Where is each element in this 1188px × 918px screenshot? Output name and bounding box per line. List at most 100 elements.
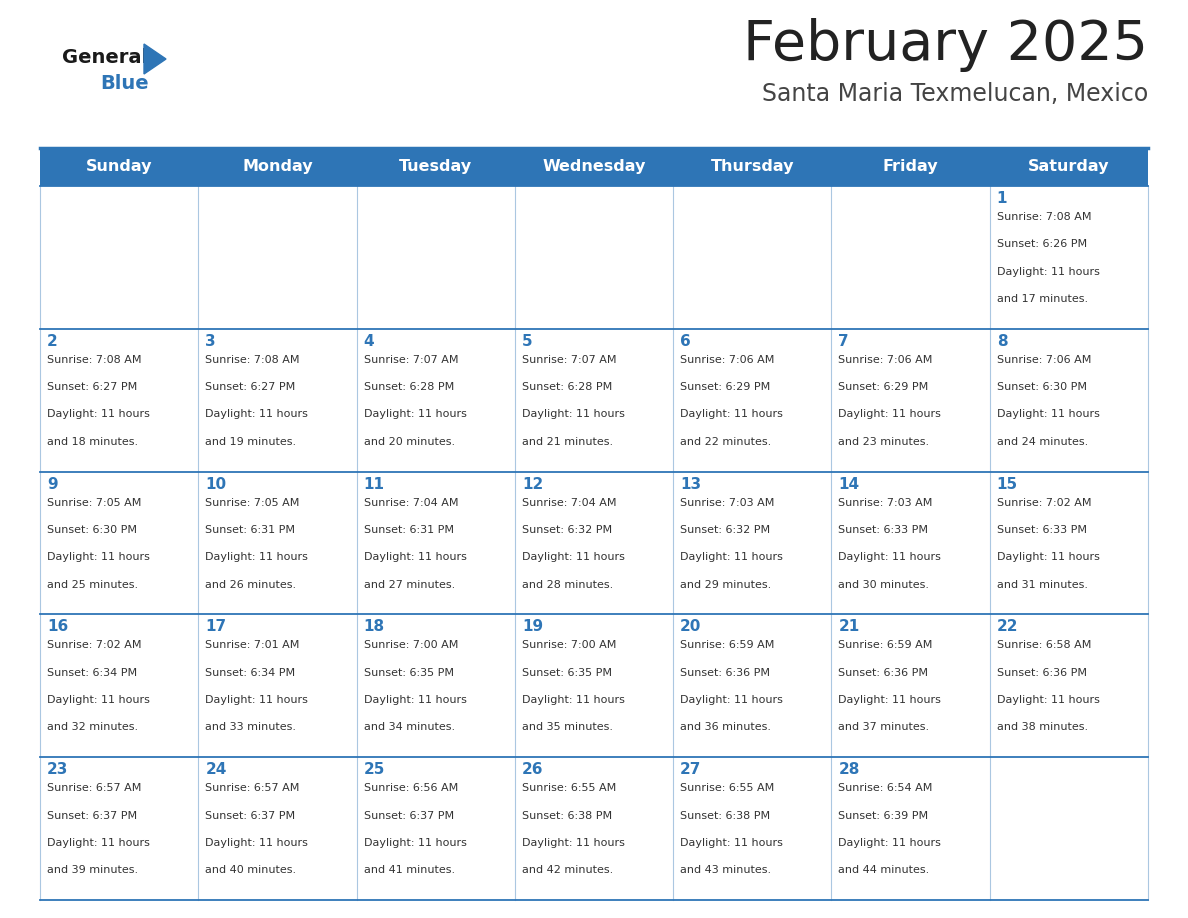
- Text: Sunrise: 7:05 AM: Sunrise: 7:05 AM: [48, 498, 141, 508]
- Text: Monday: Monday: [242, 160, 312, 174]
- Bar: [356, 148, 514, 186]
- Bar: [832, 757, 990, 900]
- Text: Friday: Friday: [883, 160, 939, 174]
- Text: Sunset: 6:37 PM: Sunset: 6:37 PM: [364, 811, 454, 821]
- Text: Thursday: Thursday: [710, 160, 794, 174]
- Text: Sunset: 6:38 PM: Sunset: 6:38 PM: [522, 811, 612, 821]
- Bar: [198, 148, 356, 186]
- Text: General: General: [62, 48, 148, 67]
- Text: Sunset: 6:38 PM: Sunset: 6:38 PM: [681, 811, 770, 821]
- Text: Sunset: 6:32 PM: Sunset: 6:32 PM: [681, 525, 770, 535]
- Bar: [674, 148, 832, 186]
- Text: Santa Maria Texmelucan, Mexico: Santa Maria Texmelucan, Mexico: [762, 82, 1148, 106]
- Text: 25: 25: [364, 762, 385, 778]
- Text: Sunset: 6:26 PM: Sunset: 6:26 PM: [997, 240, 1087, 250]
- Text: Sunset: 6:37 PM: Sunset: 6:37 PM: [48, 811, 137, 821]
- Bar: [198, 614, 356, 757]
- Text: Sunset: 6:36 PM: Sunset: 6:36 PM: [997, 667, 1087, 677]
- Bar: [514, 472, 674, 614]
- Text: and 35 minutes.: and 35 minutes.: [522, 722, 613, 733]
- Text: Daylight: 11 hours: Daylight: 11 hours: [206, 553, 308, 562]
- Text: Sunset: 6:30 PM: Sunset: 6:30 PM: [997, 382, 1087, 392]
- Bar: [990, 614, 1148, 757]
- Text: Sunrise: 6:57 AM: Sunrise: 6:57 AM: [48, 783, 141, 793]
- Text: Daylight: 11 hours: Daylight: 11 hours: [839, 838, 941, 848]
- Text: Sunrise: 7:04 AM: Sunrise: 7:04 AM: [522, 498, 617, 508]
- Text: 20: 20: [681, 620, 702, 634]
- Bar: [198, 186, 356, 329]
- Text: Daylight: 11 hours: Daylight: 11 hours: [522, 553, 625, 562]
- Bar: [832, 148, 990, 186]
- Bar: [40, 148, 198, 186]
- Text: and 19 minutes.: and 19 minutes.: [206, 437, 297, 447]
- Text: 22: 22: [997, 620, 1018, 634]
- Text: and 34 minutes.: and 34 minutes.: [364, 722, 455, 733]
- Text: and 27 minutes.: and 27 minutes.: [364, 579, 455, 589]
- Text: Sunrise: 7:06 AM: Sunrise: 7:06 AM: [997, 354, 1091, 364]
- Bar: [40, 329, 198, 472]
- Text: Daylight: 11 hours: Daylight: 11 hours: [839, 553, 941, 562]
- Text: and 32 minutes.: and 32 minutes.: [48, 722, 138, 733]
- Text: Sunrise: 7:00 AM: Sunrise: 7:00 AM: [522, 641, 617, 650]
- Text: Daylight: 11 hours: Daylight: 11 hours: [681, 553, 783, 562]
- Text: 8: 8: [997, 334, 1007, 349]
- Text: 17: 17: [206, 620, 227, 634]
- Text: Sunrise: 7:08 AM: Sunrise: 7:08 AM: [997, 212, 1092, 222]
- Text: Sunrise: 6:57 AM: Sunrise: 6:57 AM: [206, 783, 299, 793]
- Text: Sunset: 6:28 PM: Sunset: 6:28 PM: [364, 382, 454, 392]
- Text: 15: 15: [997, 476, 1018, 492]
- Text: Sunrise: 6:54 AM: Sunrise: 6:54 AM: [839, 783, 933, 793]
- Bar: [356, 472, 514, 614]
- Text: Daylight: 11 hours: Daylight: 11 hours: [997, 409, 1100, 420]
- Bar: [40, 757, 198, 900]
- Text: and 36 minutes.: and 36 minutes.: [681, 722, 771, 733]
- Text: Daylight: 11 hours: Daylight: 11 hours: [48, 695, 150, 705]
- Text: Daylight: 11 hours: Daylight: 11 hours: [206, 838, 308, 848]
- Text: Sunset: 6:29 PM: Sunset: 6:29 PM: [681, 382, 770, 392]
- Bar: [674, 472, 832, 614]
- Bar: [832, 329, 990, 472]
- Text: Daylight: 11 hours: Daylight: 11 hours: [364, 838, 467, 848]
- Text: Sunset: 6:31 PM: Sunset: 6:31 PM: [206, 525, 296, 535]
- Text: Sunset: 6:35 PM: Sunset: 6:35 PM: [364, 667, 454, 677]
- Text: Sunrise: 6:59 AM: Sunrise: 6:59 AM: [681, 641, 775, 650]
- Text: Daylight: 11 hours: Daylight: 11 hours: [681, 409, 783, 420]
- Text: Sunset: 6:31 PM: Sunset: 6:31 PM: [364, 525, 454, 535]
- Text: and 29 minutes.: and 29 minutes.: [681, 579, 771, 589]
- Bar: [198, 757, 356, 900]
- Text: and 43 minutes.: and 43 minutes.: [681, 865, 771, 875]
- Text: Sunrise: 7:07 AM: Sunrise: 7:07 AM: [522, 354, 617, 364]
- Bar: [832, 614, 990, 757]
- Text: Sunrise: 7:06 AM: Sunrise: 7:06 AM: [681, 354, 775, 364]
- Text: Daylight: 11 hours: Daylight: 11 hours: [48, 409, 150, 420]
- Text: Sunset: 6:33 PM: Sunset: 6:33 PM: [997, 525, 1087, 535]
- Text: and 33 minutes.: and 33 minutes.: [206, 722, 296, 733]
- Bar: [990, 757, 1148, 900]
- Text: 11: 11: [364, 476, 385, 492]
- Text: Sunrise: 7:06 AM: Sunrise: 7:06 AM: [839, 354, 933, 364]
- Text: Tuesday: Tuesday: [399, 160, 473, 174]
- Text: Daylight: 11 hours: Daylight: 11 hours: [839, 409, 941, 420]
- Text: and 22 minutes.: and 22 minutes.: [681, 437, 771, 447]
- Text: 2: 2: [48, 334, 58, 349]
- Text: Sunday: Sunday: [86, 160, 152, 174]
- Text: and 42 minutes.: and 42 minutes.: [522, 865, 613, 875]
- Text: Saturday: Saturday: [1028, 160, 1110, 174]
- Text: and 41 minutes.: and 41 minutes.: [364, 865, 455, 875]
- Bar: [356, 329, 514, 472]
- Bar: [198, 472, 356, 614]
- Text: Sunrise: 7:02 AM: Sunrise: 7:02 AM: [997, 498, 1092, 508]
- Text: Sunset: 6:32 PM: Sunset: 6:32 PM: [522, 525, 612, 535]
- Text: Sunrise: 7:07 AM: Sunrise: 7:07 AM: [364, 354, 459, 364]
- Bar: [198, 329, 356, 472]
- Bar: [832, 186, 990, 329]
- Polygon shape: [144, 44, 166, 74]
- Text: Daylight: 11 hours: Daylight: 11 hours: [522, 838, 625, 848]
- Text: and 18 minutes.: and 18 minutes.: [48, 437, 138, 447]
- Bar: [674, 329, 832, 472]
- Text: Sunrise: 7:03 AM: Sunrise: 7:03 AM: [681, 498, 775, 508]
- Text: and 30 minutes.: and 30 minutes.: [839, 579, 929, 589]
- Text: Daylight: 11 hours: Daylight: 11 hours: [364, 409, 467, 420]
- Text: 27: 27: [681, 762, 702, 778]
- Text: 23: 23: [48, 762, 69, 778]
